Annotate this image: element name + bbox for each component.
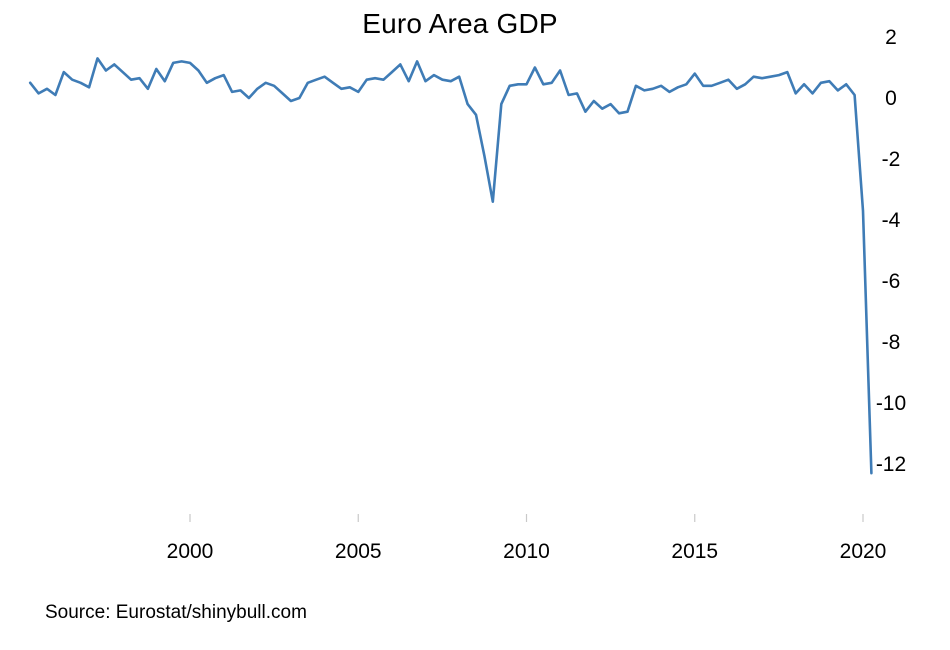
y-tick-label: -10 bbox=[876, 392, 906, 415]
gdp-data-line bbox=[28, 57, 873, 475]
y-tick-label: -2 bbox=[882, 148, 901, 171]
y-tick-label: -12 bbox=[876, 453, 906, 476]
x-tick-label: 2000 bbox=[167, 540, 214, 563]
y-tick-label: -4 bbox=[882, 209, 901, 232]
chart-title: Euro Area GDP bbox=[362, 8, 558, 39]
x-tick-label: 2005 bbox=[335, 540, 382, 563]
x-tick-label: 2015 bbox=[671, 540, 718, 563]
x-tick-label: 2020 bbox=[840, 540, 887, 563]
y-tick-label: -6 bbox=[882, 270, 901, 293]
y-tick-label: -8 bbox=[882, 331, 901, 354]
y-tick-label: 2 bbox=[885, 26, 897, 49]
y-tick-label: 0 bbox=[885, 87, 897, 110]
source-note: Source: Eurostat/shinybull.com bbox=[45, 602, 307, 623]
x-tick-label: 2010 bbox=[503, 540, 550, 563]
